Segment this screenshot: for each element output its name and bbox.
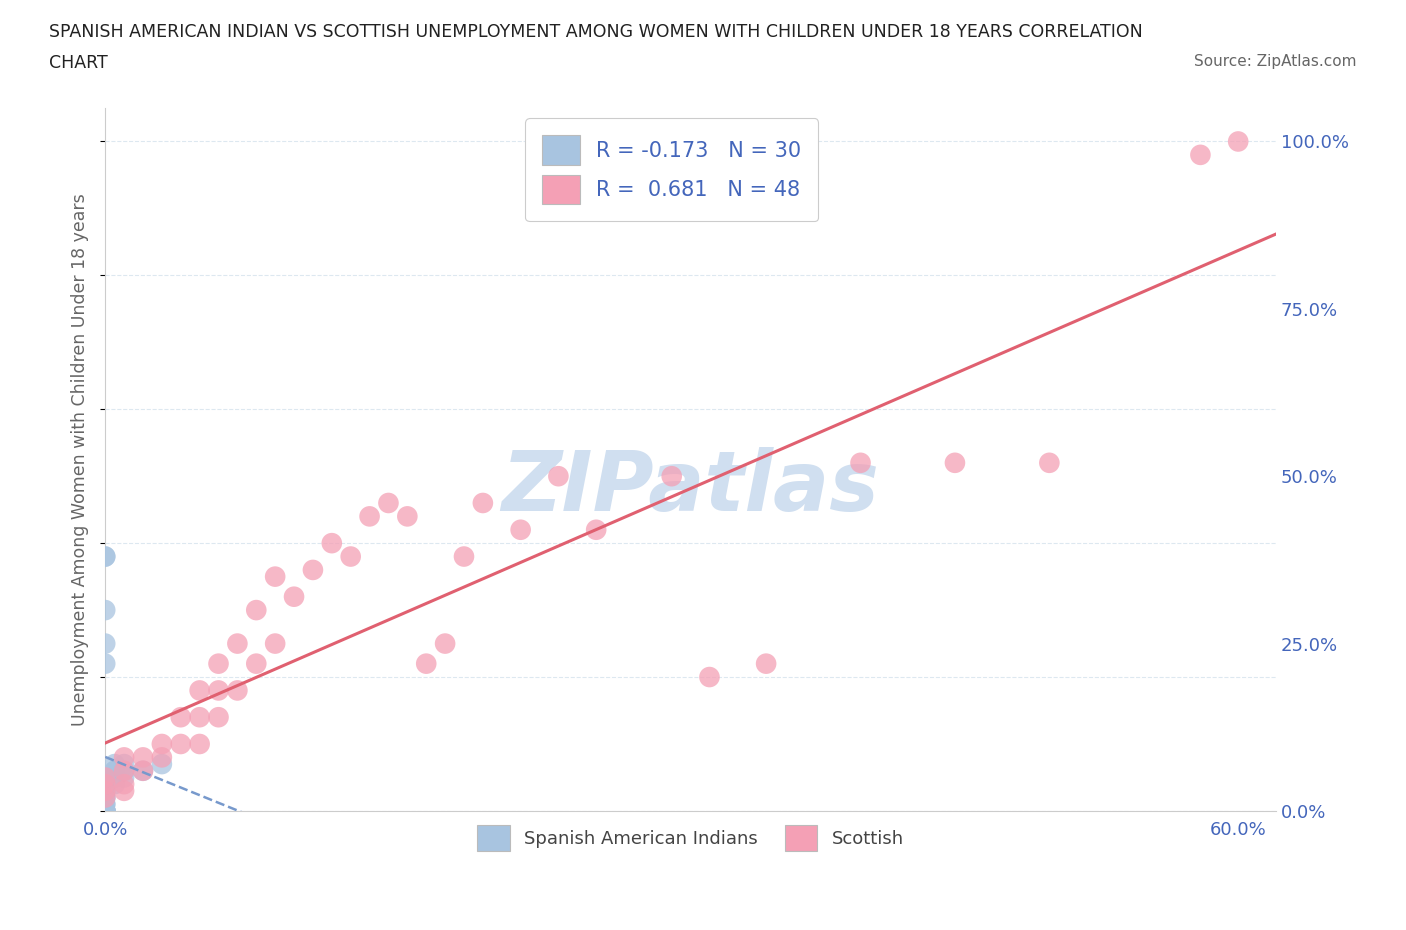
Point xyxy=(302,563,325,578)
Point xyxy=(207,710,229,724)
Point xyxy=(94,804,117,818)
Point xyxy=(283,590,305,604)
Point xyxy=(94,804,117,818)
Point xyxy=(321,536,343,551)
Point xyxy=(453,549,475,564)
Point xyxy=(94,783,117,798)
Point xyxy=(188,737,211,751)
Point xyxy=(339,549,361,564)
Point xyxy=(104,777,127,791)
Point xyxy=(359,509,381,524)
Text: SPANISH AMERICAN INDIAN VS SCOTTISH UNEMPLOYMENT AMONG WOMEN WITH CHILDREN UNDER: SPANISH AMERICAN INDIAN VS SCOTTISH UNEM… xyxy=(49,23,1143,41)
Point xyxy=(94,804,117,818)
Point xyxy=(170,710,193,724)
Point xyxy=(471,496,494,511)
Point xyxy=(585,523,607,538)
Point xyxy=(188,683,211,698)
Point xyxy=(112,764,135,778)
Point xyxy=(509,523,531,538)
Legend: Spanish American Indians, Scottish: Spanish American Indians, Scottish xyxy=(470,818,911,858)
Point xyxy=(396,509,419,524)
Point xyxy=(132,764,155,778)
Point xyxy=(377,496,399,511)
Point xyxy=(104,770,127,785)
Point xyxy=(699,670,721,684)
Point xyxy=(112,777,135,791)
Text: ZIPatlas: ZIPatlas xyxy=(502,447,880,528)
Text: Source: ZipAtlas.com: Source: ZipAtlas.com xyxy=(1194,54,1357,69)
Point xyxy=(94,770,117,785)
Point xyxy=(1038,456,1060,471)
Point xyxy=(94,777,117,791)
Point xyxy=(94,603,117,618)
Point xyxy=(94,777,117,791)
Point xyxy=(94,804,117,818)
Point xyxy=(132,764,155,778)
Point xyxy=(188,710,211,724)
Point xyxy=(245,603,267,618)
Y-axis label: Unemployment Among Women with Children Under 18 years: Unemployment Among Women with Children U… xyxy=(72,193,89,725)
Point xyxy=(245,657,267,671)
Point xyxy=(104,757,127,772)
Point xyxy=(264,636,287,651)
Point xyxy=(112,764,135,778)
Point xyxy=(94,797,117,812)
Point xyxy=(104,764,127,778)
Point xyxy=(755,657,778,671)
Point xyxy=(112,770,135,785)
Point xyxy=(434,636,457,651)
Point xyxy=(1189,148,1212,163)
Point xyxy=(94,549,117,564)
Point xyxy=(94,657,117,671)
Text: CHART: CHART xyxy=(49,54,108,72)
Point xyxy=(94,790,117,805)
Point xyxy=(1227,134,1250,149)
Point xyxy=(207,683,229,698)
Point xyxy=(94,804,117,818)
Point xyxy=(547,469,569,484)
Point xyxy=(104,764,127,778)
Point xyxy=(94,804,117,818)
Point xyxy=(94,804,117,818)
Point xyxy=(150,750,173,764)
Point xyxy=(112,750,135,764)
Point xyxy=(132,750,155,764)
Point xyxy=(94,790,117,805)
Point xyxy=(150,757,173,772)
Point xyxy=(94,636,117,651)
Point xyxy=(150,737,173,751)
Point xyxy=(112,783,135,798)
Point xyxy=(112,757,135,772)
Point xyxy=(264,569,287,584)
Point xyxy=(170,737,193,751)
Point xyxy=(94,804,117,818)
Point xyxy=(94,783,117,798)
Point xyxy=(94,770,117,785)
Point xyxy=(207,657,229,671)
Point xyxy=(226,636,249,651)
Point xyxy=(226,683,249,698)
Point xyxy=(943,456,966,471)
Point xyxy=(94,797,117,812)
Point xyxy=(415,657,437,671)
Point xyxy=(849,456,872,471)
Point xyxy=(94,549,117,564)
Point xyxy=(94,790,117,805)
Point xyxy=(661,469,683,484)
